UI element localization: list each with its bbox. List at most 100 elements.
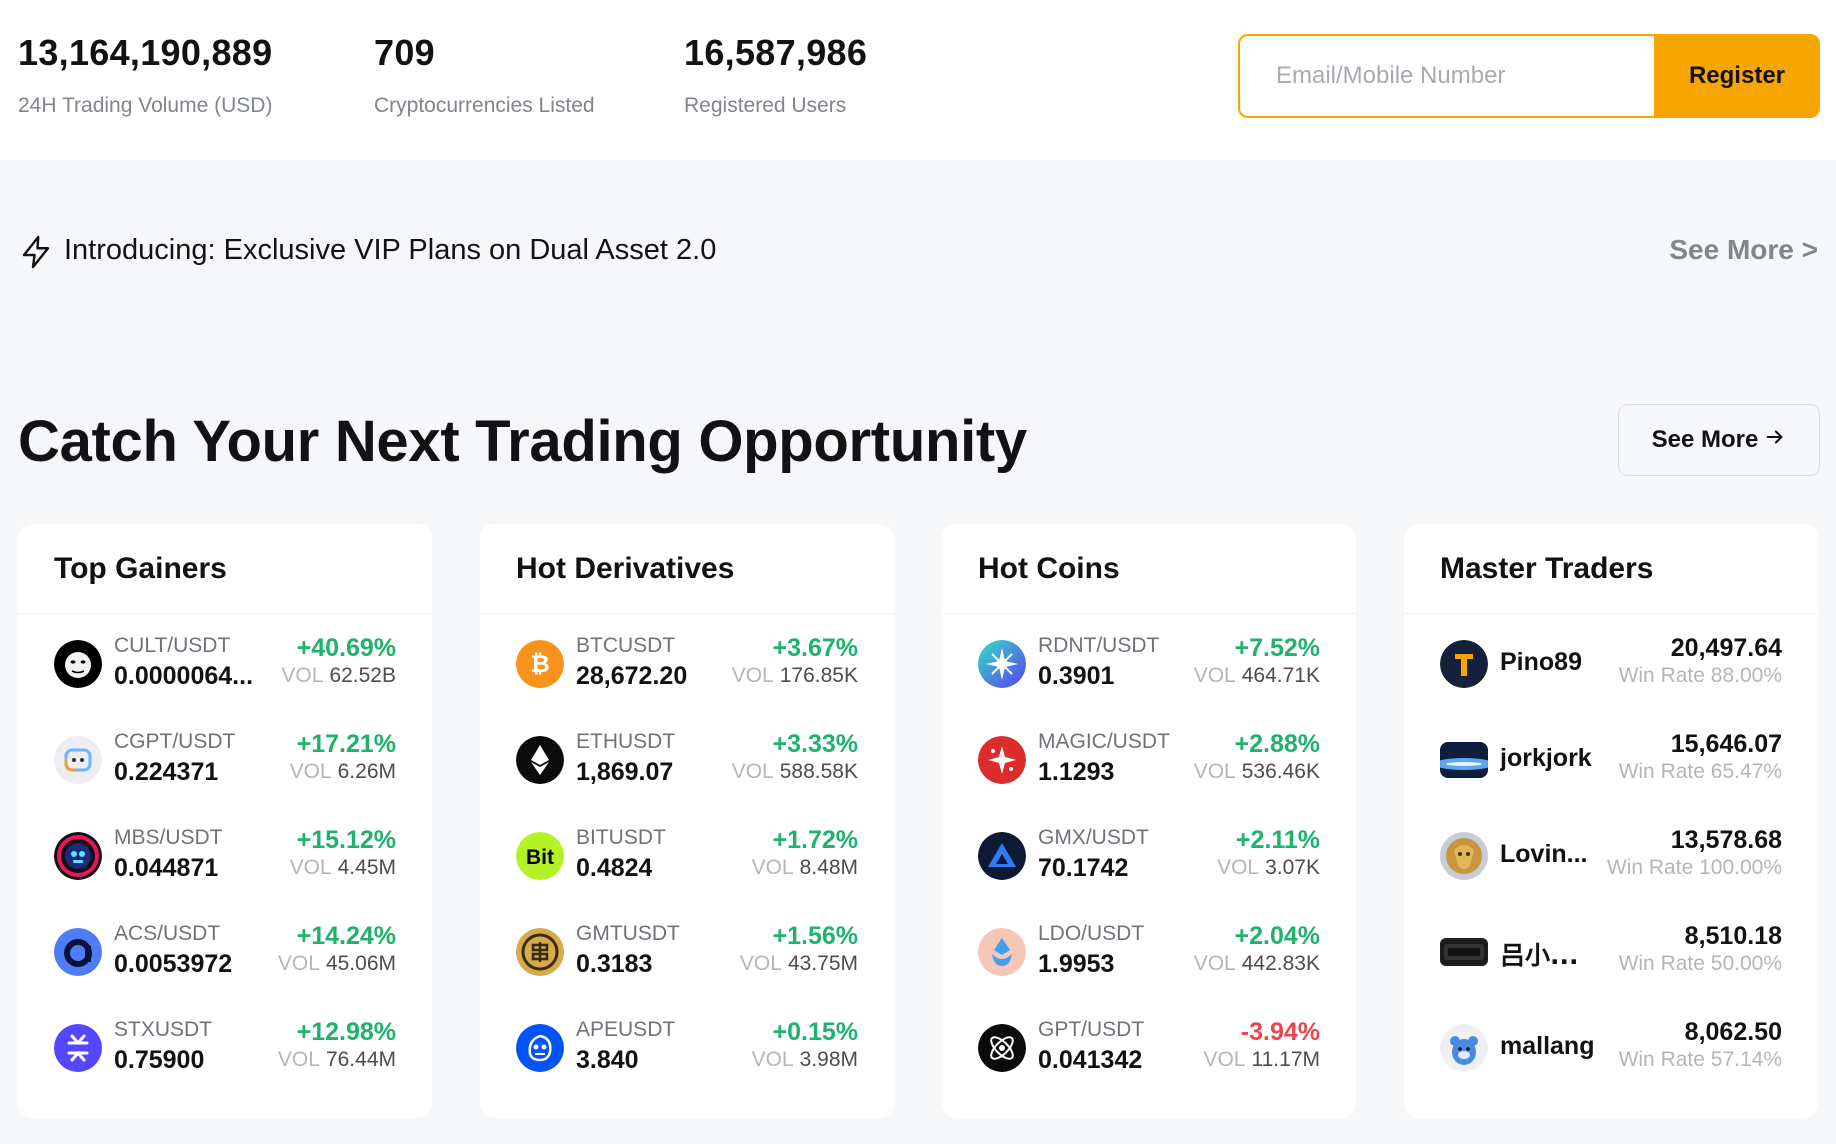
register-button[interactable]: Register	[1654, 34, 1820, 118]
vol-value: 176.85K	[779, 664, 858, 687]
stat-label: Registered Users	[684, 94, 847, 117]
cult-icon	[54, 640, 102, 688]
price-change: +2.04%	[1234, 922, 1321, 950]
card-title: Hot Coins	[942, 524, 1356, 614]
avatar-lv	[1440, 938, 1488, 966]
last-price: 0.0000064...	[114, 662, 254, 690]
market-row[interactable]: ETHUSDT 1,869.07 +3.33% VOL 588.58K	[480, 716, 894, 812]
pair-name: STXUSDT	[114, 1018, 213, 1041]
vol-value: 11.17M	[1251, 1048, 1321, 1071]
last-price: 28,672.20	[576, 662, 688, 690]
pair-name: LDO/USDT	[1038, 922, 1145, 945]
win-rate-value: 88.00%	[1710, 664, 1782, 687]
market-row[interactable]: GPT/USDT 0.041342 -3.94% VOL 11.17M	[942, 1004, 1356, 1100]
card-title: Hot Derivatives	[480, 524, 894, 614]
vol-key: VOL	[289, 760, 332, 783]
acs-icon	[54, 928, 102, 976]
trader-value: 13,578.68	[1670, 826, 1782, 854]
market-row[interactable]: STXUSDT 0.75900 +12.98% VOL 76.44M	[18, 1004, 432, 1100]
volume: VOL 11.17M	[1203, 1048, 1320, 1072]
card-title: Top Gainers	[18, 524, 432, 614]
market-row[interactable]: GMX/USDT 70.1742 +2.11% VOL 3.07K	[942, 812, 1356, 908]
trader-row[interactable]: jorkjork 15,646.07 Win Rate 65.47%	[1404, 716, 1818, 812]
win-rate: Win Rate 88.00%	[1619, 664, 1782, 688]
market-row[interactable]: Bit BITUSDT 0.4824 +1.72% VOL 8.48M	[480, 812, 894, 908]
vol-value: 76.44M	[325, 1048, 396, 1071]
price-change: +15.12%	[296, 826, 396, 854]
volume: VOL 6.26M	[290, 760, 396, 784]
trader-name: 吕小...	[1500, 941, 1579, 970]
vol-value: 62.52B	[329, 664, 396, 687]
last-price: 0.041342	[1038, 1046, 1143, 1074]
price-change: +40.69%	[296, 634, 396, 662]
volume: VOL 176.85K	[732, 664, 858, 688]
vol-key: VOL	[739, 952, 782, 975]
vol-value: 588.58K	[779, 760, 858, 783]
market-row[interactable]: ₿ BTCUSDT 28,672.20 +3.67% VOL 176.85K	[480, 620, 894, 716]
vol-key: VOL	[1193, 760, 1236, 783]
last-price: 0.3901	[1038, 662, 1115, 690]
win-rate-value: 50.00%	[1710, 952, 1782, 975]
last-price: 1.1293	[1038, 758, 1115, 786]
avatar-jorkjork	[1440, 742, 1488, 778]
announcement-see-more-link[interactable]: See More >	[1669, 234, 1818, 265]
gmx-icon	[978, 832, 1026, 880]
card-top-gainers: Top Gainers CULT/USDT 0.0000064... +40.6…	[18, 524, 432, 1118]
register-form: Register	[1238, 34, 1820, 118]
volume: VOL 536.46K	[1194, 760, 1320, 784]
market-row[interactable]: MBS/USDT 0.044871 +15.12% VOL 4.45M	[18, 812, 432, 908]
trader-row[interactable]: mallang 8,062.50 Win Rate 57.14%	[1404, 1004, 1818, 1100]
market-row[interactable]: CGPT/USDT 0.224371 +17.21% VOL 6.26M	[18, 716, 432, 812]
price-change: +0.15%	[772, 1018, 859, 1046]
vol-key: VOL	[289, 856, 332, 879]
trader-row[interactable]: 吕小... 8,510.18 Win Rate 50.00%	[1404, 908, 1818, 1004]
stats-bar: 13,164,190,889 24H Trading Volume (USD) …	[0, 0, 1836, 160]
last-price: 0.044871	[114, 854, 219, 882]
volume: VOL 45.06M	[278, 952, 396, 976]
market-row[interactable]: MAGIC/USDT 1.1293 +2.88% VOL 536.46K	[942, 716, 1356, 812]
market-row[interactable]: APEUSDT 3.840 +0.15% VOL 3.98M	[480, 1004, 894, 1100]
win-rate-key: Win Rate	[1618, 952, 1705, 975]
card-hot-coins: Hot Coins RDNT/USDT 0.3901 +7.52% VOL 464…	[942, 524, 1356, 1118]
win-rate-key: Win Rate	[1618, 664, 1705, 687]
stx-icon	[54, 1024, 102, 1072]
win-rate-value: 65.47%	[1710, 760, 1782, 783]
market-row[interactable]: ACS/USDT 0.0053972 +14.24% VOL 45.06M	[18, 908, 432, 1004]
vol-key: VOL	[1193, 664, 1236, 687]
pair-name: GPT/USDT	[1038, 1018, 1145, 1041]
trader-row[interactable]: Pino89 20,497.64 Win Rate 88.00%	[1404, 620, 1818, 716]
see-more-button[interactable]: See More	[1618, 404, 1820, 476]
announcement-link[interactable]: Introducing: Exclusive VIP Plans on Dual…	[64, 234, 717, 266]
market-row[interactable]: LDO/USDT 1.9953 +2.04% VOL 442.83K	[942, 908, 1356, 1004]
card-title: Master Traders	[1404, 524, 1818, 614]
trader-name: mallang	[1500, 1032, 1595, 1060]
stat-value: 709	[374, 32, 435, 73]
trader-row[interactable]: Lovin... 13,578.68 Win Rate 100.00%	[1404, 812, 1818, 908]
stat-value: 13,164,190,889	[18, 32, 273, 73]
market-row[interactable]: GMTUSDT 0.3183 +1.56% VOL 43.75M	[480, 908, 894, 1004]
pair-name: GMX/USDT	[1038, 826, 1149, 849]
volume: VOL 43.75M	[740, 952, 858, 976]
email-mobile-input[interactable]	[1238, 34, 1654, 118]
svg-text:₿: ₿	[530, 651, 550, 678]
avatar-pino89	[1440, 640, 1488, 688]
price-change: +3.33%	[772, 730, 859, 758]
vol-value: 442.83K	[1241, 952, 1320, 975]
last-price: 1.9953	[1038, 950, 1115, 978]
bit-icon: Bit	[516, 832, 564, 880]
volume: VOL 4.45M	[290, 856, 396, 880]
last-price: 0.75900	[114, 1046, 205, 1074]
market-row[interactable]: RDNT/USDT 0.3901 +7.52% VOL 464.71K	[942, 620, 1356, 716]
vol-value: 45.06M	[325, 952, 396, 975]
trader-name: Pino89	[1500, 648, 1582, 676]
price-change: +2.88%	[1234, 730, 1321, 758]
market-row[interactable]: CULT/USDT 0.0000064... +40.69% VOL 62.52B	[18, 620, 432, 716]
vol-key: VOL	[731, 760, 774, 783]
ldo-icon	[978, 928, 1026, 976]
card-master-traders: Master Traders Pino89 20,497.64 Win Rate…	[1404, 524, 1818, 1118]
win-rate-key: Win Rate	[1618, 1048, 1705, 1071]
vol-value: 43.75M	[787, 952, 858, 975]
gmt-icon	[516, 928, 564, 976]
card-hot-derivatives: Hot Derivatives ₿ BTCUSDT 28,672.20 +3.6…	[480, 524, 894, 1118]
gpt-icon	[978, 1024, 1026, 1072]
